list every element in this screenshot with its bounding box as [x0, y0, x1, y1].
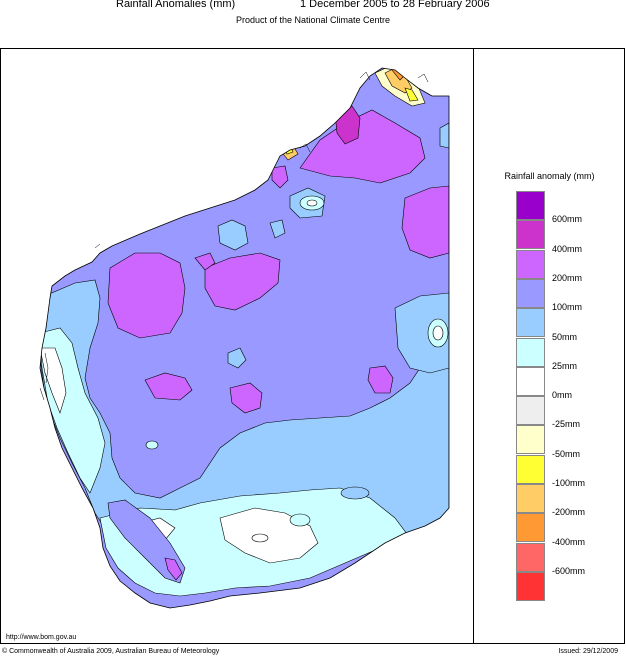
zone-0mm-spot-c [251, 533, 269, 543]
legend-label: -25mm [552, 419, 581, 430]
legend-title: Rainfall anomaly (mm) [504, 171, 595, 181]
legend-label: -100mm [552, 478, 586, 488]
issued-date: Issued: 29/12/2009 [558, 648, 618, 655]
title-row: Rainfall Anomalies (mm) 1 December 2005 … [0, 0, 626, 14]
legend-swatch [516, 278, 545, 308]
islands [39, 71, 429, 401]
date-range: 1 December 2005 to 28 February 2006 [300, 0, 490, 10]
zone-200mm-pilbara [107, 252, 186, 339]
zone-0mm-spot-a [306, 199, 318, 207]
zone-200mm-northcoast [271, 165, 289, 189]
zone-neg-north-d [404, 87, 419, 102]
zone-50mm-inland-a [217, 219, 249, 251]
legend-label: 100mm [552, 302, 583, 313]
zone-25mm-spot-e [145, 440, 159, 450]
frame-divider [473, 48, 474, 644]
map-frame [0, 48, 625, 644]
legend-swatch [516, 425, 545, 455]
legend-label: 600mm [552, 214, 583, 225]
zone-200mm-small-a [144, 372, 193, 401]
legend-label: 25mm [552, 360, 578, 371]
source-url[interactable]: http://www.bom.gov.au [6, 634, 77, 641]
map-title: Rainfall Anomalies (mm) [116, 0, 236, 10]
zone-200mm-southwest [164, 557, 183, 581]
zone-25mm-spot-c [289, 513, 311, 527]
legend-swatch [516, 542, 545, 572]
legend-swatch [516, 454, 545, 484]
legend-swatch [516, 249, 545, 279]
legend-swatch [516, 484, 545, 513]
zone-100mm-southwest [107, 499, 186, 584]
zone-neg-north-b [384, 68, 413, 94]
legend-label: 0mm [552, 390, 572, 401]
zone-200mm-east [401, 185, 449, 259]
legend-swatch [516, 396, 545, 426]
legend-label: 50mm [552, 331, 578, 342]
legend-label: -400mm [552, 536, 586, 547]
legend-label: 200mm [552, 272, 583, 283]
zone-50mm-east-inland [439, 122, 449, 149]
legend-label: 400mm [552, 243, 583, 254]
legend-swatch [516, 571, 545, 601]
zone-200mm-small-b [229, 382, 263, 414]
map-subtitle: Product of the National Climate Centre [235, 15, 391, 25]
zone-200mm-central [204, 252, 281, 311]
legend-label: -50mm [552, 448, 581, 459]
zone-200mm-small-d [194, 252, 216, 271]
legend-swatch [516, 513, 545, 543]
legend-swatch [516, 366, 545, 396]
zone-200mm-small-c [367, 365, 394, 394]
zone-50mm-northwest [269, 219, 286, 239]
zone-0mm-west [40, 347, 67, 414]
legend-swatch [516, 308, 545, 338]
zone-50mm-inland-c [227, 347, 247, 369]
legend-swatch [516, 337, 545, 367]
legend-swatch [516, 220, 545, 250]
legend-label: -200mm [552, 507, 586, 518]
zone-50mm-spot-d [340, 486, 370, 500]
zone-0mm-spot-b [432, 325, 444, 341]
legend-label: -600mm [552, 565, 586, 576]
legend-swatch [516, 191, 545, 220]
zone-50mm-east [394, 292, 449, 374]
rainfall-anomaly-map [39, 67, 450, 609]
copyright-text: © Commonwealth of Australia 2009, Austra… [2, 648, 220, 655]
